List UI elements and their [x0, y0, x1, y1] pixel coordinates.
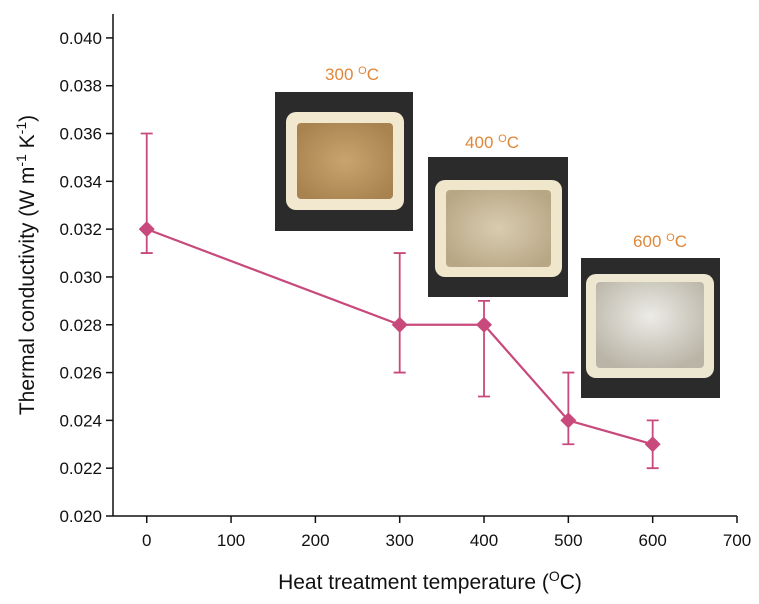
y-tick-label: 0.032: [59, 220, 102, 239]
error-bar: [562, 373, 574, 445]
y-axis-title: Thermal conductivity (W m-1 K-1): [13, 115, 39, 415]
y-tick-label: 0.028: [59, 316, 102, 335]
marker: [645, 436, 661, 452]
y-tick-label: 0.036: [59, 125, 102, 144]
photo-label-part: 600: [633, 232, 666, 251]
x-axis-title-sup: O: [549, 568, 560, 584]
y-tick-label: 0.030: [59, 268, 102, 287]
y-tick-label: 0.022: [59, 459, 102, 478]
photo-400: [428, 157, 568, 297]
photo-600: [581, 258, 720, 398]
y-tick-label: 0.026: [59, 364, 102, 383]
photo-label-part: C: [507, 133, 519, 152]
y-tick-label: 0.024: [59, 411, 102, 430]
x-tick-label: 600: [638, 531, 666, 550]
photo-label-part: C: [367, 65, 379, 84]
x-axis-title-part: C): [560, 571, 582, 594]
x-axis-title: Heat treatment temperature (OC): [278, 568, 582, 594]
photo-label: 400 OC: [465, 133, 519, 152]
y-tick-label: 0.020: [59, 507, 102, 526]
marker: [139, 221, 155, 237]
y-axis-title-sup: -1: [13, 122, 29, 135]
photo-label: 600 OC: [633, 232, 687, 251]
y-axis-title-sup: -1: [13, 154, 29, 167]
photo-300: [275, 92, 413, 231]
y-axis-title-part: K: [16, 134, 39, 154]
x-tick-label: 700: [723, 531, 751, 550]
photo-label-part: 300: [325, 65, 358, 84]
x-axis-title-part: Heat treatment temperature (: [278, 571, 549, 594]
x-tick-label: 0: [142, 531, 151, 550]
photo-label: 300 OC: [325, 65, 379, 84]
x-tick-label: 100: [217, 531, 245, 550]
photo-label-part: C: [675, 232, 687, 251]
marker: [392, 317, 408, 333]
y-axis-title-part: Thermal conductivity (W m: [16, 167, 39, 416]
x-tick-label: 400: [470, 531, 498, 550]
error-bar: [478, 301, 490, 397]
x-tick-label: 200: [301, 531, 329, 550]
y-axis-title-part: ): [16, 115, 39, 122]
x-tick-label: 500: [554, 531, 582, 550]
y-tick-label: 0.038: [59, 77, 102, 96]
x-tick-label: 300: [386, 531, 414, 550]
y-tick-label: 0.034: [59, 172, 102, 191]
photo-label-part: 400: [465, 133, 498, 152]
chart: 0.020 0.022 0.024 0.026 0.028 0.030 0.032 0.034…: [0, 0, 759, 599]
y-tick-label: 0.040: [59, 29, 102, 48]
error-bar: [394, 253, 406, 373]
